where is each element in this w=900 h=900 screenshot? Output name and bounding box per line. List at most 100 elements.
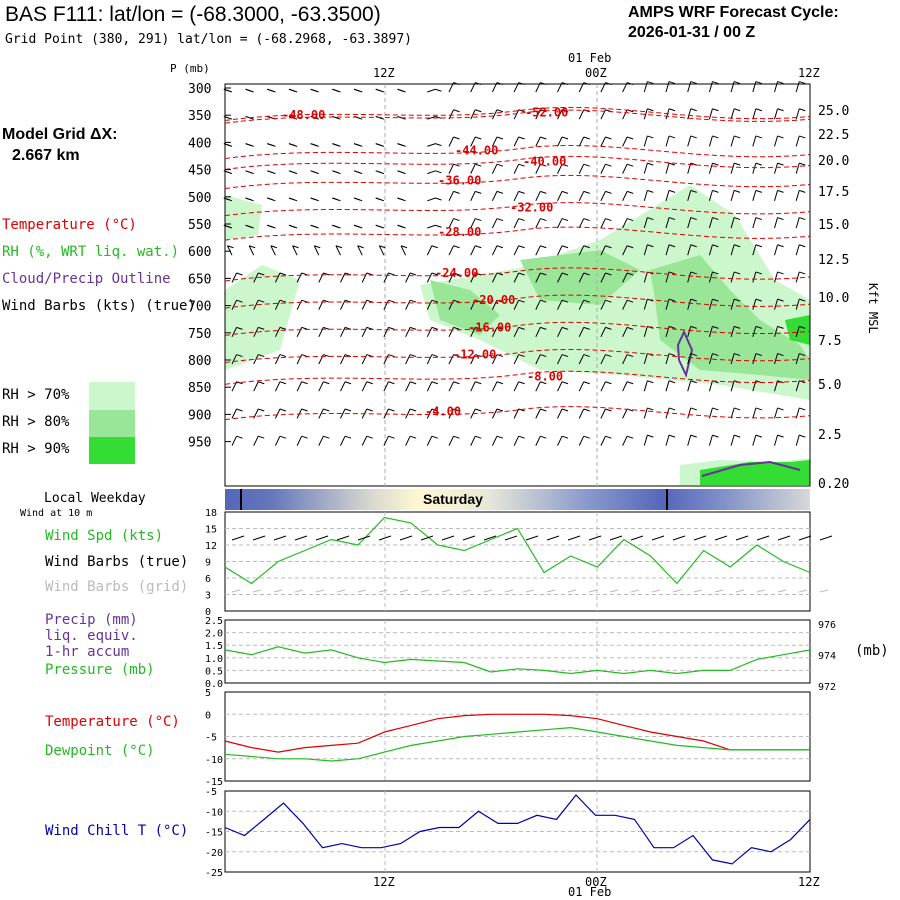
wind-barb-flag: [668, 244, 676, 248]
wind-barb: [405, 272, 411, 283]
wind-barb: [491, 408, 498, 419]
wind-speed-tick-label: 6: [205, 574, 211, 585]
wind-barb: [795, 353, 800, 365]
height-axis-title: Kft MSL: [866, 283, 880, 334]
wind-barb: [318, 381, 324, 392]
grid-wind-barb: [630, 589, 640, 593]
wind-barb-flag: [690, 325, 697, 329]
wind-barb: [231, 354, 237, 365]
wind-barb-flag: [453, 82, 460, 86]
wind-barb-flag: [733, 325, 741, 329]
wind-barb-flag: [245, 170, 252, 174]
wind-barb: [708, 435, 713, 446]
wind-barb: [340, 299, 346, 310]
wind-barb-flag: [518, 190, 525, 194]
wind-barb: [600, 327, 606, 338]
wind-barb: [513, 245, 520, 256]
pressure-tick-label: 550: [188, 218, 211, 233]
wind-barb-flag: [496, 381, 504, 385]
wind-barb: [491, 191, 498, 202]
wind-barb: [383, 299, 389, 310]
wind-barb-flag: [245, 224, 252, 228]
time-label-bottom: 12Z: [373, 875, 395, 889]
wind-barb-flag: [668, 380, 676, 384]
wind-barb-flag: [453, 245, 460, 249]
wind-barb: [708, 271, 713, 283]
wind-barb: [708, 326, 713, 337]
wind-barb: [687, 244, 692, 256]
wind-barb-flag: [583, 408, 590, 412]
isotherm-line: [224, 294, 811, 309]
wind-barb-flag: [690, 380, 697, 384]
wind-barb-flag: [223, 88, 231, 92]
wind-barb: [513, 408, 520, 419]
wind-barb-flag: [409, 408, 417, 412]
wind-barb: [383, 354, 389, 365]
wind-barb-flag: [690, 189, 697, 193]
pressure-tick-label: 450: [188, 164, 211, 179]
wind-barb-flag: [668, 298, 676, 302]
wind-barb-flag: [799, 325, 806, 329]
wind-barb-flag: [236, 408, 243, 412]
precip-label: Precip (mm): [45, 612, 138, 628]
wind-barb-flag: [647, 189, 654, 193]
wind-barb-flag: [799, 162, 806, 166]
wind-barb: [600, 163, 606, 174]
grid-point-label: Grid Point (380, 291) lat/lon = (-68.296…: [5, 32, 412, 47]
wind-barb: [600, 435, 606, 446]
wind-barb: [752, 326, 757, 337]
wind-barb-flag: [712, 81, 719, 85]
wind-barb: [405, 435, 411, 446]
wind-barb: [578, 82, 585, 93]
wind-barb-flag: [344, 299, 352, 303]
rh-shading: [225, 185, 810, 485]
wind-barb-flag: [712, 434, 719, 438]
wind-barb: [448, 245, 454, 256]
wind-barb-flag: [561, 408, 569, 412]
wind-barb-flag: [799, 353, 806, 357]
wind-barb: [730, 380, 735, 392]
wind-barb-flag: [388, 408, 395, 412]
wind-barb: [687, 271, 692, 283]
wind-barb: [296, 299, 303, 310]
wind-barb: [752, 81, 757, 93]
wind-barb: [643, 244, 648, 256]
wind-barb-flag: [799, 407, 806, 411]
wind-barb: [535, 354, 541, 365]
wind-barb-flag: [733, 108, 741, 112]
wind-barb-flag: [561, 218, 569, 222]
wind-barb-flag: [496, 163, 504, 167]
pressure-tick-label: 950: [188, 436, 211, 451]
grid-wind-barb: [231, 589, 241, 593]
grid-wind-barb: [420, 589, 430, 593]
wind-barb-flag: [777, 244, 784, 248]
wind-barb: [491, 218, 498, 229]
wind-barb: [274, 327, 281, 338]
wind-barb-flag: [375, 197, 382, 201]
wind-barb: [231, 299, 237, 310]
wind-barb: [274, 354, 281, 365]
wind-barb: [730, 326, 735, 337]
wind-barb-flag: [223, 170, 231, 174]
wind-barb: [622, 299, 628, 310]
wind-barb-flag: [668, 434, 676, 438]
wind-barb-flag: [712, 407, 719, 411]
wind-barb-flag: [323, 272, 330, 276]
grid-wind-barb: [588, 589, 598, 593]
wind-barb-flag: [561, 163, 569, 167]
wind-barb: [774, 407, 779, 419]
wind-barb-flag: [690, 353, 697, 357]
wind-barb-flag: [733, 81, 741, 85]
wind-barb-flag: [288, 143, 296, 147]
wind-barb-flag: [605, 245, 612, 249]
wind-barb: [292, 245, 298, 256]
grid-wind-barb: [714, 589, 724, 593]
wind-barb-flag: [583, 245, 590, 249]
wind-barb-flag: [388, 272, 395, 276]
legend-cloud-outline: Cloud/Precip Outline: [2, 271, 171, 287]
wind-barb-flag: [397, 224, 404, 228]
wind-barb: [427, 224, 436, 229]
wind-barb-flag: [409, 381, 417, 385]
wind-barb-flag: [379, 245, 386, 249]
wind-barb-flag: [344, 381, 352, 385]
